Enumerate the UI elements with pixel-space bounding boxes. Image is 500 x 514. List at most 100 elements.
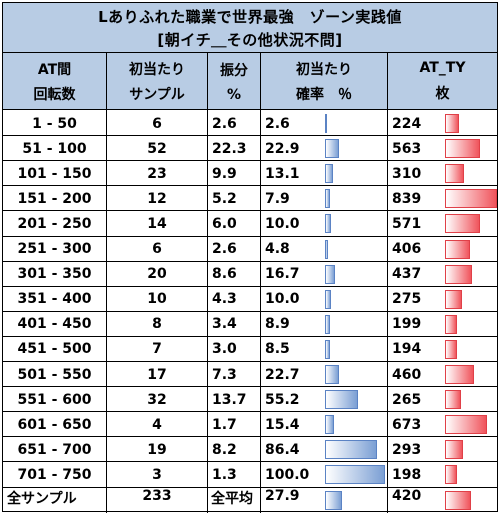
share-cell: 1.3 [212, 466, 237, 483]
ty-bar [445, 415, 487, 435]
table-row: 601 - 650 4 1.7 15.4 673 [3, 412, 497, 437]
ty-cell: 673 [392, 416, 422, 433]
header-range: AT間 回転数 [3, 53, 106, 110]
row-divider [3, 260, 497, 262]
rate-bar [325, 365, 339, 384]
row-divider [3, 135, 497, 137]
row-divider [3, 160, 497, 162]
column-divider [106, 53, 107, 513]
ty-cell: 437 [392, 266, 422, 283]
ty-bar [445, 264, 473, 284]
ty-cell: 275 [392, 291, 422, 308]
rate-cell: 8.9 [265, 316, 290, 333]
table-row: 401 - 450 8 3.4 8.9 199 [3, 312, 497, 337]
range-cell: 501 - 550 [17, 366, 92, 383]
row-divider [3, 310, 497, 312]
rate-bar [325, 289, 331, 309]
range-cell: 701 - 750 [17, 466, 92, 483]
range-cell: 351 - 400 [17, 291, 92, 308]
row-divider [3, 210, 497, 212]
samples-cell: 32 [147, 391, 167, 408]
table-subtitle: [朝イチ＿その他状況不問] [157, 31, 343, 49]
ty-cell: 310 [392, 165, 422, 182]
samples-cell: 14 [147, 215, 167, 232]
ty-bar [445, 189, 497, 209]
range-cell: 51 - 100 [22, 140, 87, 157]
samples-cell: 19 [147, 441, 167, 458]
rate-bar [325, 164, 333, 184]
ty-bar [445, 239, 471, 259]
table-row: 51 - 100 52 22.3 22.9 563 [3, 136, 497, 161]
rate-cell: 16.7 [265, 266, 300, 283]
share-cell: 22.3 [212, 140, 247, 157]
samples-cell: 6 [152, 241, 162, 257]
rate-cell: 22.7 [265, 366, 300, 383]
row-divider [3, 335, 497, 337]
samples-cell: 8 [152, 316, 162, 333]
rate-bar [325, 415, 335, 435]
ty-bar [445, 314, 458, 334]
rate-bar [325, 114, 327, 133]
rate-bar [325, 339, 331, 359]
range-cell: 101 - 150 [17, 165, 92, 182]
header-ty: AT_TY 枚 [388, 53, 497, 110]
samples-cell: 4 [152, 416, 162, 433]
samples-cell: 17 [147, 366, 167, 383]
samples-cell: 20 [147, 266, 167, 283]
table-row: 151 - 200 12 5.2 7.9 839 [3, 186, 497, 211]
table-row: 251 - 300 6 2.6 4.8 406 [3, 237, 497, 262]
header-samples-line2: サンプル [129, 86, 185, 103]
rate-cell: 4.8 [265, 241, 290, 257]
row-divider [3, 411, 497, 413]
ty-cell: 199 [392, 316, 422, 333]
samples-cell: 7 [152, 341, 162, 358]
rate-cell: 10.0 [265, 291, 300, 308]
share-cell: 5.2 [212, 190, 237, 207]
share-cell: 2.6 [212, 115, 237, 132]
table-row: 651 - 700 19 8.2 86.4 293 [3, 437, 497, 462]
samples-cell: 12 [147, 190, 167, 207]
share-cell: 1.7 [212, 416, 237, 433]
range-cell: 151 - 200 [17, 190, 92, 207]
ty-bar [445, 465, 458, 485]
header-rate: 初当たり 確率 ％ [261, 53, 387, 110]
table-row: 551 - 600 32 13.7 55.2 265 [3, 387, 497, 412]
share-cell: 2.6 [212, 241, 237, 257]
rate-cell: 10.0 [265, 215, 300, 232]
table-row: 1 - 50 6 2.6 2.6 224 [3, 111, 497, 136]
rate-bar [325, 440, 377, 460]
ty-cell: 839 [392, 190, 422, 207]
ty-cell: 293 [392, 441, 422, 458]
ty-cell: 406 [392, 241, 422, 257]
samples-cell: 23 [147, 165, 167, 182]
rate-cell: 2.6 [265, 115, 290, 132]
range-cell: 551 - 600 [17, 391, 92, 408]
range-cell: 251 - 300 [17, 241, 92, 257]
total-rate: 27.9 [265, 488, 300, 504]
rate-cell: 100.0 [265, 466, 310, 483]
rate-bar [325, 139, 339, 159]
total-ty: 420 [392, 488, 422, 504]
ty-bar [445, 164, 465, 184]
row-divider [3, 185, 497, 187]
share-cell: 7.3 [212, 366, 237, 383]
range-cell: 201 - 250 [17, 215, 92, 232]
ty-cell: 460 [392, 366, 422, 383]
range-cell: 1 - 50 [32, 115, 77, 132]
share-cell: 4.3 [212, 291, 237, 308]
header-range-line2: 回転数 [33, 86, 76, 103]
samples-cell: 52 [147, 140, 167, 157]
total-samples: 233 [142, 488, 172, 504]
share-cell: 13.7 [212, 391, 247, 408]
header-row: AT間 回転数 初当たり サンプル 振分 % 初当たり 確率 ％ AT_TY 枚 [3, 53, 497, 110]
total-avg-label: 全平均 [211, 491, 253, 507]
ty-bar [445, 114, 459, 133]
ty-bar [445, 390, 462, 410]
row-divider [3, 486, 497, 488]
samples-cell: 6 [152, 115, 162, 132]
range-cell: 401 - 450 [17, 316, 92, 333]
share-cell: 9.9 [212, 165, 237, 182]
ty-bar [445, 214, 481, 234]
ty-cell: 194 [392, 341, 422, 358]
